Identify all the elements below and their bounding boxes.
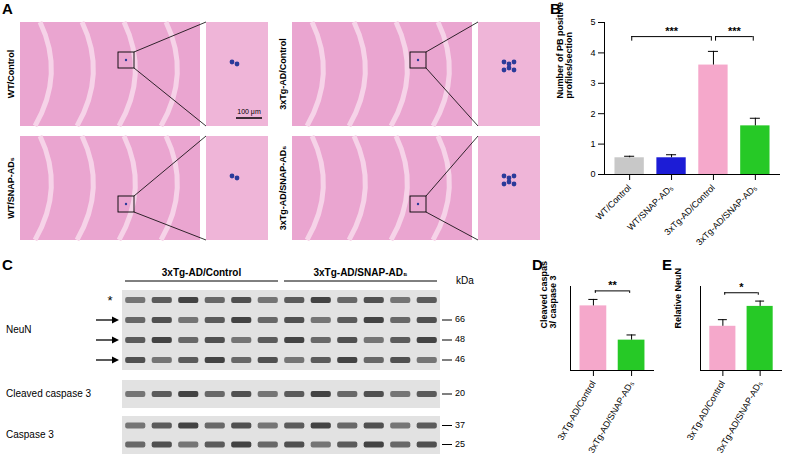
- svg-text:***: ***: [665, 25, 679, 37]
- svg-text:3xTg-AD/Control: 3xTg-AD/Control: [278, 38, 288, 110]
- svg-text:3xTg-AD/SNAP-AD₅: 3xTg-AD/SNAP-AD₅: [278, 146, 288, 231]
- svg-text:*: *: [739, 281, 744, 293]
- svg-text:2: 2: [590, 109, 595, 119]
- svg-text:WT/SNAP-AD₅: WT/SNAP-AD₅: [6, 157, 16, 219]
- svg-text:Relative NeuN: Relative NeuN: [673, 268, 683, 329]
- svg-text:0: 0: [590, 169, 595, 179]
- svg-text:Cleaved caspase 3: Cleaved caspase 3: [6, 388, 91, 399]
- svg-text:3: 3: [590, 78, 595, 88]
- html-text:D: D: [532, 256, 543, 273]
- svg-text:1: 1: [590, 139, 595, 149]
- svg-text:kDa: kDa: [456, 275, 474, 286]
- html-text:profiles/section: profiles/section: [563, 32, 574, 99]
- html-text:E: E: [662, 256, 672, 273]
- svg-text:3xTg-AD/Control: 3xTg-AD/Control: [162, 267, 242, 278]
- html-text:B: B: [550, 0, 561, 17]
- html-text:3/ caspase 3: 3/ caspase 3: [547, 275, 558, 329]
- svg-text:NeuN: NeuN: [6, 324, 32, 335]
- svg-text:3xTg-AD/Control: 3xTg-AD/Control: [685, 379, 727, 442]
- svg-text:25: 25: [455, 439, 465, 449]
- svg-text:C: C: [2, 256, 13, 273]
- svg-text:*: *: [107, 293, 112, 308]
- svg-text:3xTg-AD/SNAP-AD₅: 3xTg-AD/SNAP-AD₅: [313, 267, 407, 278]
- html-text:Cleaved caspas: Cleaved caspas: [538, 261, 549, 329]
- svg-text:46: 46: [455, 354, 465, 364]
- svg-text:WT/SNAP-AD₅: WT/SNAP-AD₅: [625, 182, 675, 233]
- svg-text:3xTg-AD/Control: 3xTg-AD/Control: [662, 182, 717, 238]
- svg-text:A: A: [2, 0, 13, 17]
- svg-text:3xTg-AD/SNAP-AD₅: 3xTg-AD/SNAP-AD₅: [694, 182, 759, 247]
- svg-text:3xTg-AD/SNAP-AD₅: 3xTg-AD/SNAP-AD₅: [715, 379, 765, 455]
- svg-text:***: ***: [728, 25, 742, 37]
- svg-text:66: 66: [455, 314, 465, 324]
- svg-text:**: **: [608, 279, 617, 291]
- svg-text:48: 48: [455, 334, 465, 344]
- svg-text:WT/Control: WT/Control: [6, 50, 16, 99]
- svg-text:3xTg-AD/SNAP-AD₅: 3xTg-AD/SNAP-AD₅: [586, 379, 636, 455]
- svg-text:3xTg-AD/Control: 3xTg-AD/Control: [555, 379, 597, 442]
- svg-text:Caspase 3: Caspase 3: [6, 429, 54, 440]
- html-text:Number of PB positive: Number of PB positive: [554, 2, 565, 99]
- svg-text:37: 37: [455, 420, 465, 430]
- svg-text:5: 5: [590, 17, 595, 27]
- svg-text:100 μm: 100 μm: [237, 108, 261, 116]
- svg-text:20: 20: [455, 388, 465, 398]
- svg-text:4: 4: [590, 48, 595, 58]
- svg-text:WT/Control: WT/Control: [594, 183, 633, 222]
